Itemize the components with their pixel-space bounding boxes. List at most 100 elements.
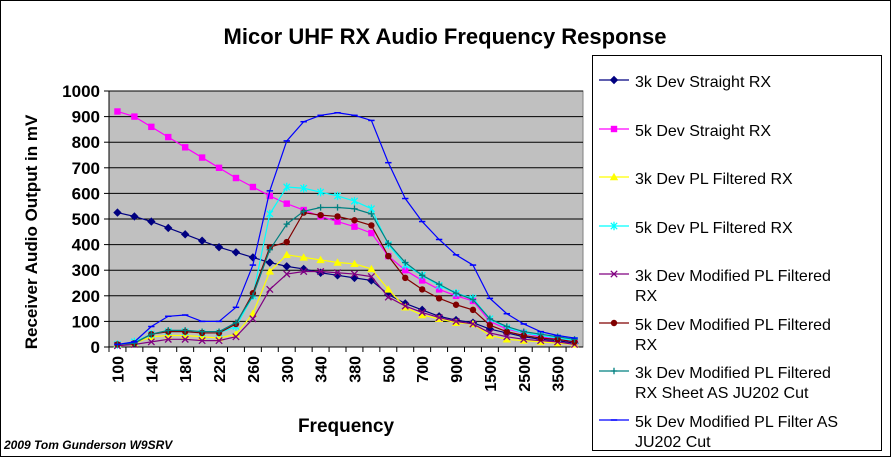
data-point [300,184,308,193]
x-tick-label: 300 [280,356,297,383]
data-point [197,236,207,245]
data-point [610,270,618,278]
legend-label: 5k Dev Straight RX [635,122,875,142]
footer-credit: 2009 Tom Gunderson W9SRV [4,438,173,452]
data-point [148,123,155,131]
data-point [334,213,341,220]
legend-swatch [599,125,629,132]
data-point [418,286,426,293]
data-point [417,310,427,319]
data-point [283,238,290,246]
data-point [198,328,206,335]
legend-item: 3k Dev Modified PL Filtered RX Sheet AS J… [593,355,883,403]
data-point [147,338,155,346]
series-line [117,254,575,346]
data-point [368,229,375,237]
y-axis-label: Receiver Audio Output in mV [22,114,41,349]
data-point [520,328,527,335]
data-point [469,320,477,328]
legend-label: 3k Dev Modified PL Filtered RX [635,267,875,307]
data-point [113,208,122,217]
legend-item: 5k Dev PL Filtered RX [593,210,883,258]
legend-label-line: 3k Dev Modified PL Filtered [635,365,831,382]
x-tick-label: 220 [212,356,229,383]
data-point [609,172,619,181]
x-axis-label: Frequency [298,416,395,437]
series-7 [114,204,578,348]
x-tick-label: 340 [314,356,331,383]
data-point [350,259,359,267]
legend-label: 3k Dev Straight RX [635,73,875,93]
data-point [334,218,341,225]
data-point [554,333,561,340]
data-point [316,187,325,197]
legend-label-line: 3k Dev PL Filtered RX [635,171,793,188]
data-point [283,270,291,278]
x-tick-label: 3500 [551,356,568,392]
data-point [418,308,426,317]
data-point [333,258,342,266]
data-point [452,317,460,326]
data-point [435,281,443,288]
data-point [351,223,358,230]
data-point [435,295,443,302]
data-point [165,327,172,334]
data-point [537,334,544,342]
legend-swatch [599,418,629,421]
chart-title: Micor UHF RX Audio Frequency Response [224,24,667,49]
data-point [181,327,189,334]
y-tick-label: 700 [72,159,100,178]
data-point [486,315,494,323]
legend-label: 5k Dev Modified PL Filtered RX [635,316,875,356]
series-line [117,211,575,346]
data-point [367,264,376,273]
legend-swatch [599,270,629,278]
data-point [571,336,578,343]
legend-swatch [599,367,629,375]
data-point [282,262,291,271]
data-point [232,319,240,326]
data-point [350,196,359,206]
x-tick-label: 500 [381,356,398,383]
data-point [130,212,139,221]
data-point [317,211,324,219]
data-point [418,277,426,284]
data-point [266,285,274,294]
legend-item: 5k Dev Modified PL Filtered RX [593,307,883,355]
data-point [503,323,511,330]
data-point [401,302,409,310]
series-line [117,112,575,346]
y-tick-label: 800 [72,133,100,152]
data-point [351,205,358,212]
data-point [452,290,460,297]
y-tick-label: 500 [72,210,100,229]
x-tick-label: 900 [449,356,466,383]
y-tick-label: 300 [72,261,100,280]
data-point [384,285,393,293]
data-point [520,332,527,339]
data-point [232,333,240,341]
data-point [131,113,138,120]
series-line [117,206,575,346]
data-point [215,328,223,335]
data-point [485,331,495,339]
series-layer [113,108,579,350]
data-point [147,217,156,226]
data-point [452,301,460,308]
data-point [503,333,511,341]
series-line [117,270,575,347]
data-point [333,269,342,277]
legend-item: 5k Dev Modified PL Filter AS JU202 Cut [593,404,883,452]
x-tick-label: 2500 [517,356,534,392]
data-point [316,268,325,277]
series-line [117,110,575,343]
data-point [232,174,240,182]
legend-label-line: RX [635,336,658,354]
legend-label: 3k Dev PL Filtered RX [635,170,875,190]
legend-label: 5k Dev PL Filtered RX [635,219,875,239]
data-point [265,258,275,267]
legend-label: 3k Dev Modified PL Filtered RX Sheet AS J… [635,364,875,404]
data-point [385,240,392,247]
data-point [249,292,257,299]
data-point [215,164,223,171]
